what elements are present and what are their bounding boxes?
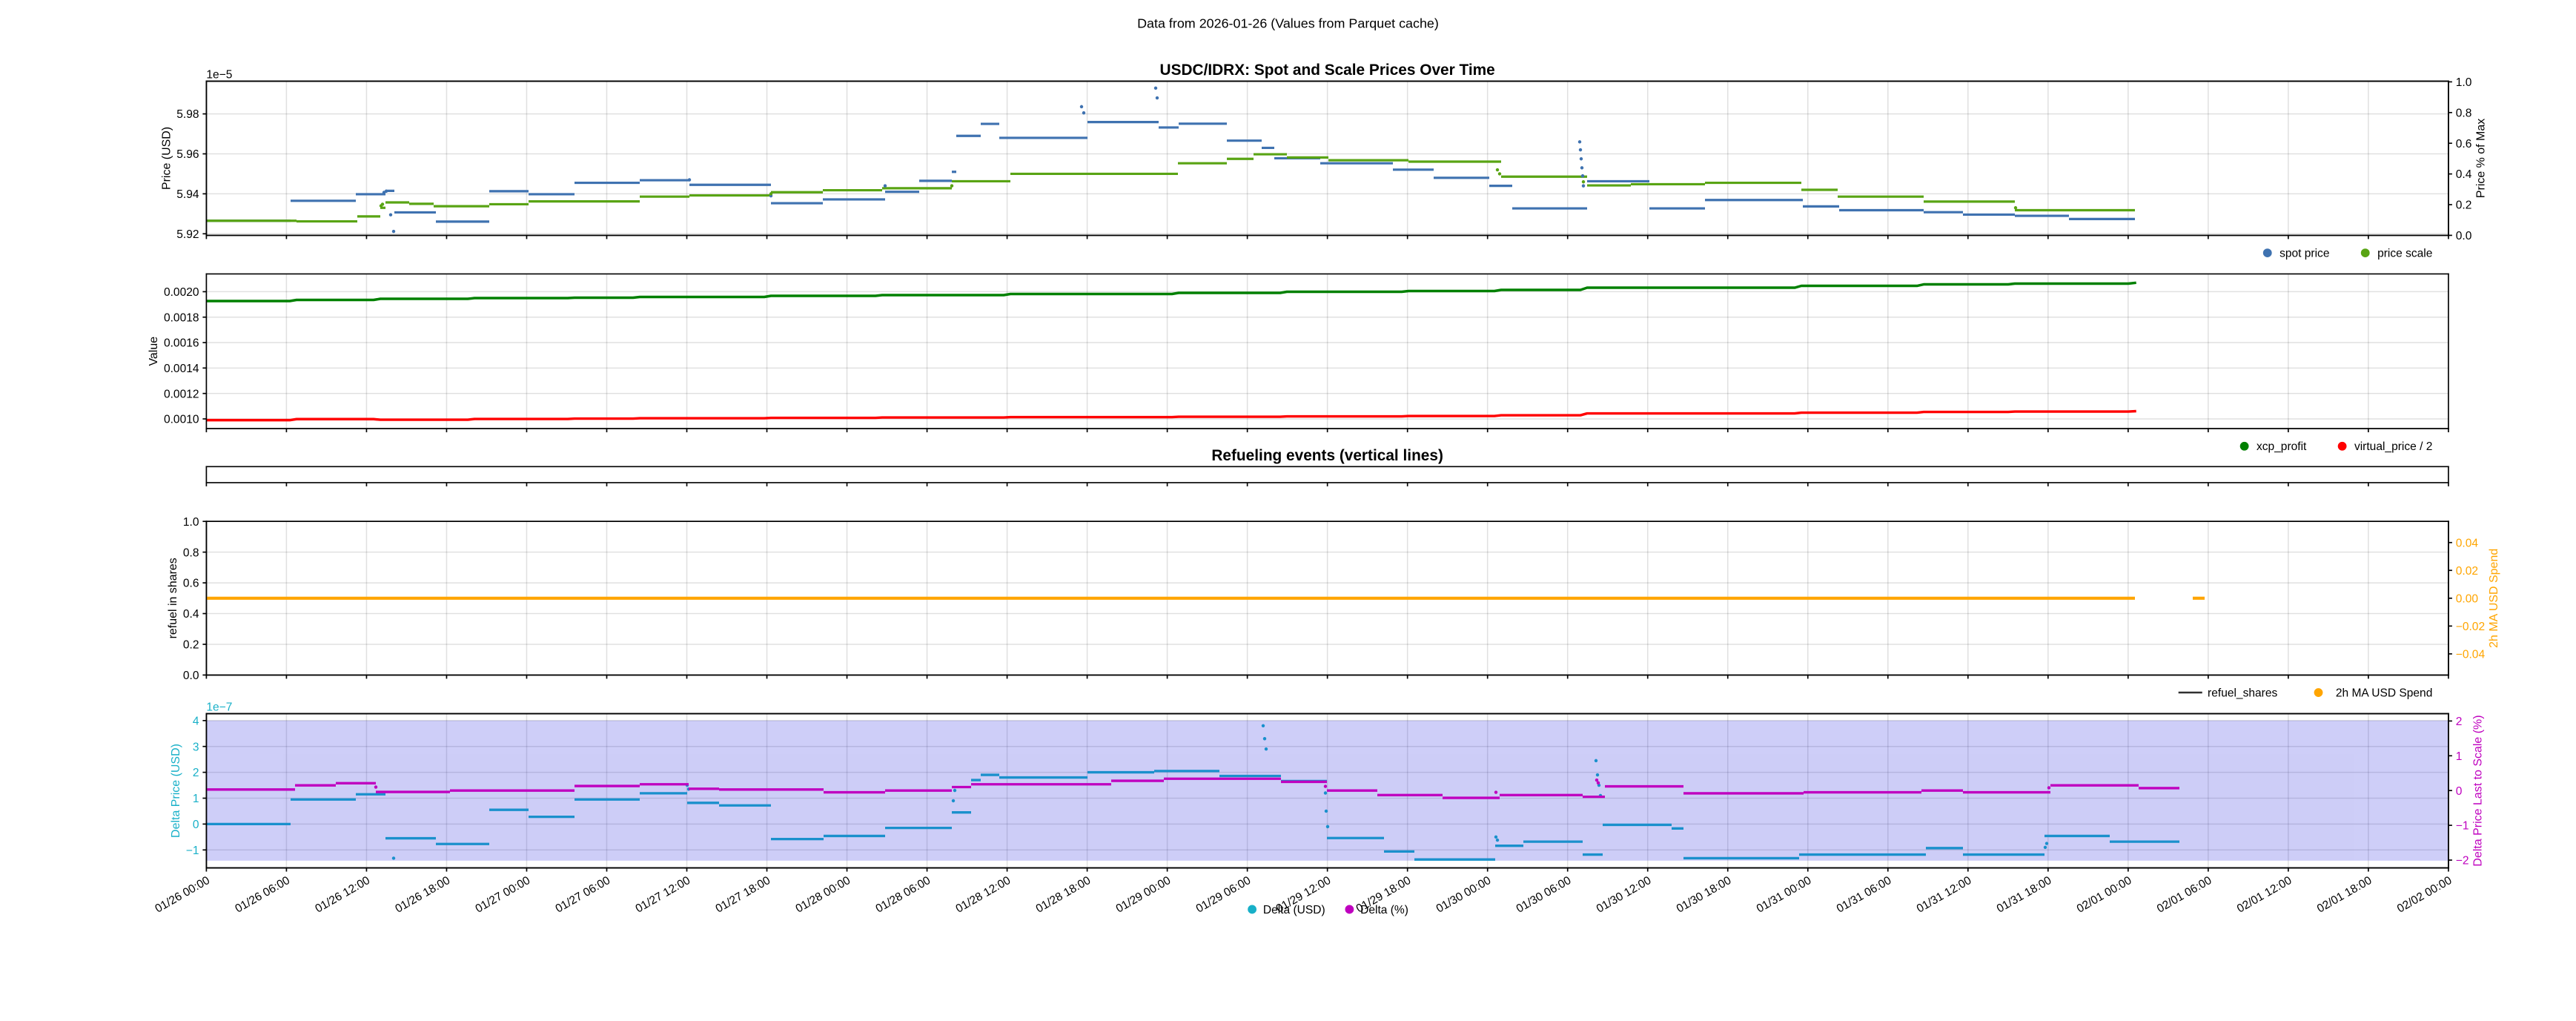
svg-text:0.2: 0.2	[183, 639, 199, 652]
svg-text:Refueling events (vertical lin: Refueling events (vertical lines)	[1211, 447, 1443, 464]
svg-text:2: 2	[193, 767, 199, 779]
svg-text:0.2: 0.2	[2456, 199, 2472, 212]
svg-text:0: 0	[193, 819, 199, 831]
svg-text:5.92: 5.92	[176, 228, 199, 241]
svg-text:xcp_profit: xcp_profit	[2257, 440, 2307, 453]
svg-text:0.0010: 0.0010	[164, 414, 199, 426]
svg-text:0: 0	[2456, 785, 2463, 798]
svg-text:0.8: 0.8	[2456, 107, 2472, 119]
svg-text:price scale: price scale	[2377, 248, 2432, 260]
svg-text:Data from 2026-01-26 (Values f: Data from 2026-01-26 (Values from Parque…	[1137, 16, 1439, 31]
svg-text:0.00: 0.00	[2456, 592, 2479, 605]
svg-text:5.96: 5.96	[176, 148, 199, 161]
svg-text:2h MA USD Spend: 2h MA USD Spend	[2336, 687, 2433, 699]
svg-text:3: 3	[193, 741, 199, 753]
svg-text:0.0020: 0.0020	[164, 286, 199, 299]
svg-text:0.6: 0.6	[183, 578, 199, 590]
svg-text:refuel in shares: refuel in shares	[167, 558, 179, 638]
svg-text:spot price: spot price	[2279, 248, 2329, 260]
svg-text:0.04: 0.04	[2456, 537, 2479, 549]
svg-text:USDC/IDRX: Spot and Scale Pric: USDC/IDRX: Spot and Scale Prices Over Ti…	[1160, 62, 1495, 79]
svg-text:−2: −2	[2456, 855, 2469, 868]
svg-text:Price (USD): Price (USD)	[160, 127, 173, 190]
svg-text:4: 4	[193, 715, 199, 727]
svg-text:0.4: 0.4	[2456, 168, 2472, 181]
svg-text:Delta (USD): Delta (USD)	[1263, 904, 1325, 916]
svg-text:Delta (%): Delta (%)	[1360, 904, 1408, 916]
svg-text:−0.04: −0.04	[2456, 649, 2486, 661]
svg-text:0.6: 0.6	[2456, 138, 2472, 151]
svg-text:0.0018: 0.0018	[164, 311, 199, 324]
svg-text:0.0: 0.0	[183, 670, 199, 682]
svg-text:1: 1	[193, 793, 199, 805]
svg-text:0.0014: 0.0014	[164, 363, 199, 375]
svg-text:1.0: 1.0	[2456, 76, 2472, 89]
svg-text:Value: Value	[148, 337, 160, 366]
svg-text:1e−5: 1e−5	[206, 68, 232, 81]
svg-text:0.0: 0.0	[2456, 230, 2472, 242]
svg-text:1.0: 1.0	[183, 516, 199, 529]
svg-text:0.8: 0.8	[183, 546, 199, 559]
svg-text:5.94: 5.94	[176, 188, 199, 201]
svg-text:2: 2	[2456, 716, 2463, 728]
svg-text:Delta Price (USD): Delta Price (USD)	[170, 744, 182, 838]
svg-text:1e−7: 1e−7	[206, 701, 232, 713]
svg-text:−1: −1	[2456, 820, 2469, 833]
svg-text:−1: −1	[186, 845, 199, 857]
svg-text:5.98: 5.98	[176, 108, 199, 121]
svg-text:Price % of Max: Price % of Max	[2475, 119, 2488, 198]
svg-text:Delta Price Last to Scale (%): Delta Price Last to Scale (%)	[2472, 715, 2485, 866]
svg-text:0.4: 0.4	[183, 608, 199, 621]
svg-text:−0.02: −0.02	[2456, 621, 2485, 633]
svg-text:virtual_price / 2: virtual_price / 2	[2354, 440, 2432, 453]
svg-text:1: 1	[2456, 750, 2463, 763]
svg-text:2h MA USD Spend: 2h MA USD Spend	[2488, 549, 2500, 648]
svg-text:0.0012: 0.0012	[164, 388, 199, 400]
svg-text:refuel_shares: refuel_shares	[2208, 687, 2277, 699]
svg-text:0.02: 0.02	[2456, 565, 2478, 578]
svg-text:0.0016: 0.0016	[164, 337, 199, 350]
